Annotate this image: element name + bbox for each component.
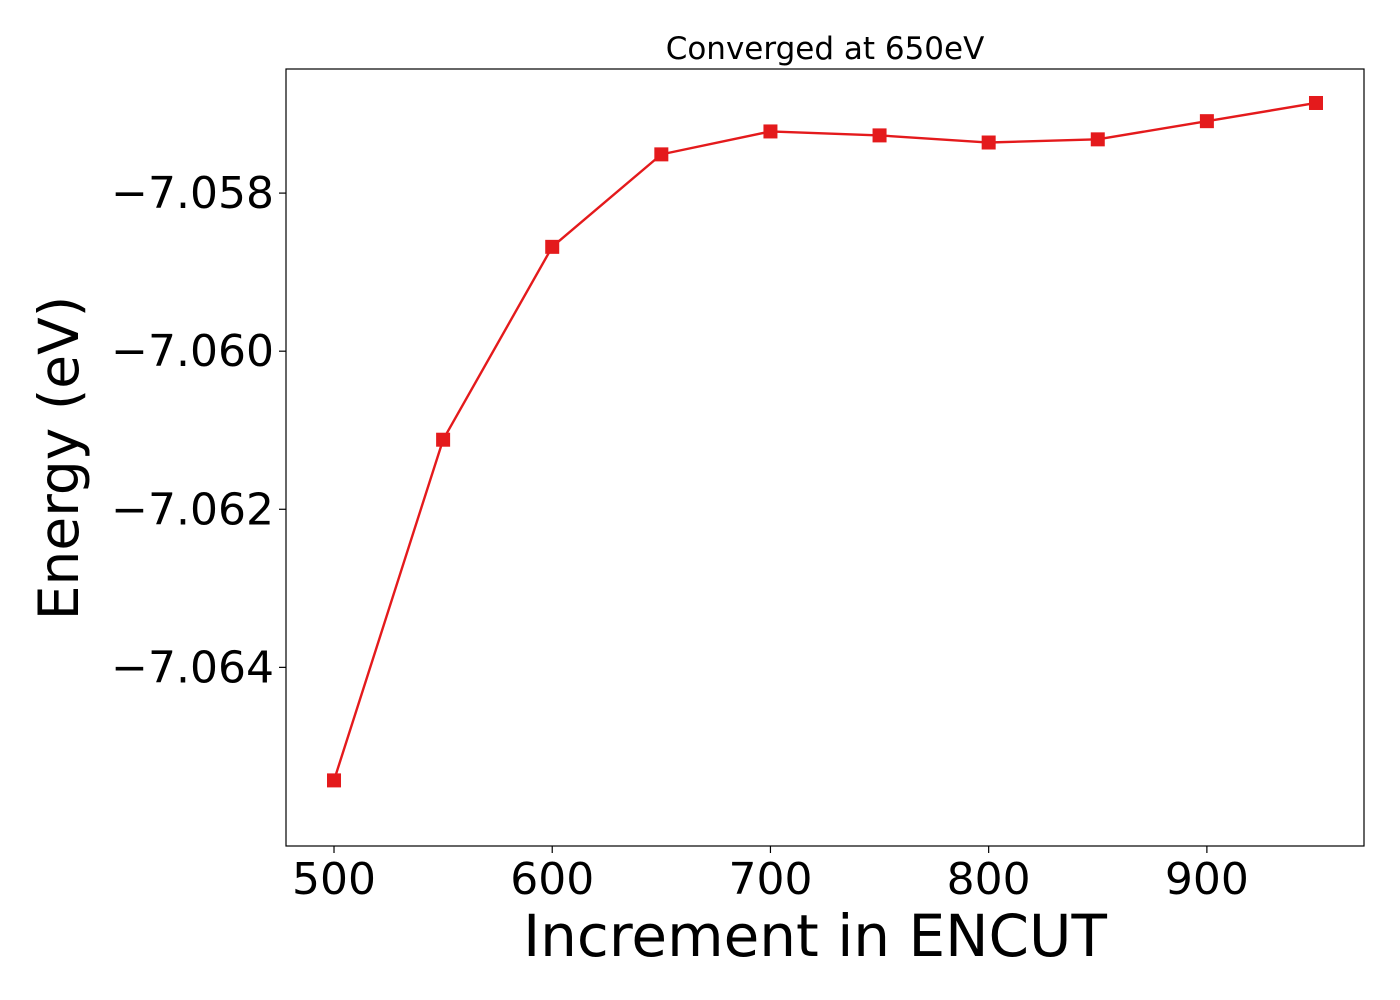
- y-tick-label: −7.058: [111, 168, 274, 219]
- y-axis: −7.058 −7.060 −7.062 −7.064: [111, 168, 286, 693]
- y-tick-label: −7.062: [111, 484, 274, 535]
- data-point-marker: [981, 135, 996, 150]
- chart-title: Converged at 650eV: [666, 31, 985, 67]
- x-axis: 500 600 700 800 900: [292, 846, 1249, 905]
- y-tick-label: −7.064: [111, 642, 274, 693]
- y-axis-label: Energy (eV): [27, 296, 91, 620]
- plot-frame: [285, 68, 1365, 847]
- data-point-marker: [1199, 114, 1214, 129]
- x-tick-label: 800: [947, 854, 1031, 905]
- data-point-marker: [327, 773, 342, 788]
- data-point-marker: [545, 239, 560, 254]
- series-line: [332, 101, 1317, 781]
- data-point-marker: [1308, 95, 1323, 110]
- data-point-marker: [763, 124, 778, 139]
- x-axis-label: Increment in ENCUT: [523, 902, 1107, 970]
- data-point-marker: [436, 432, 451, 447]
- data-point-marker: [1090, 132, 1105, 147]
- x-tick-label: 700: [728, 854, 812, 905]
- data-point-marker: [872, 128, 887, 143]
- x-tick-label: 900: [1165, 854, 1249, 905]
- x-tick-label: 600: [510, 854, 594, 905]
- y-tick-label: −7.060: [111, 326, 274, 377]
- data-point-marker: [654, 147, 669, 162]
- series-layer: [327, 95, 1323, 788]
- x-tick-label: 500: [292, 854, 376, 905]
